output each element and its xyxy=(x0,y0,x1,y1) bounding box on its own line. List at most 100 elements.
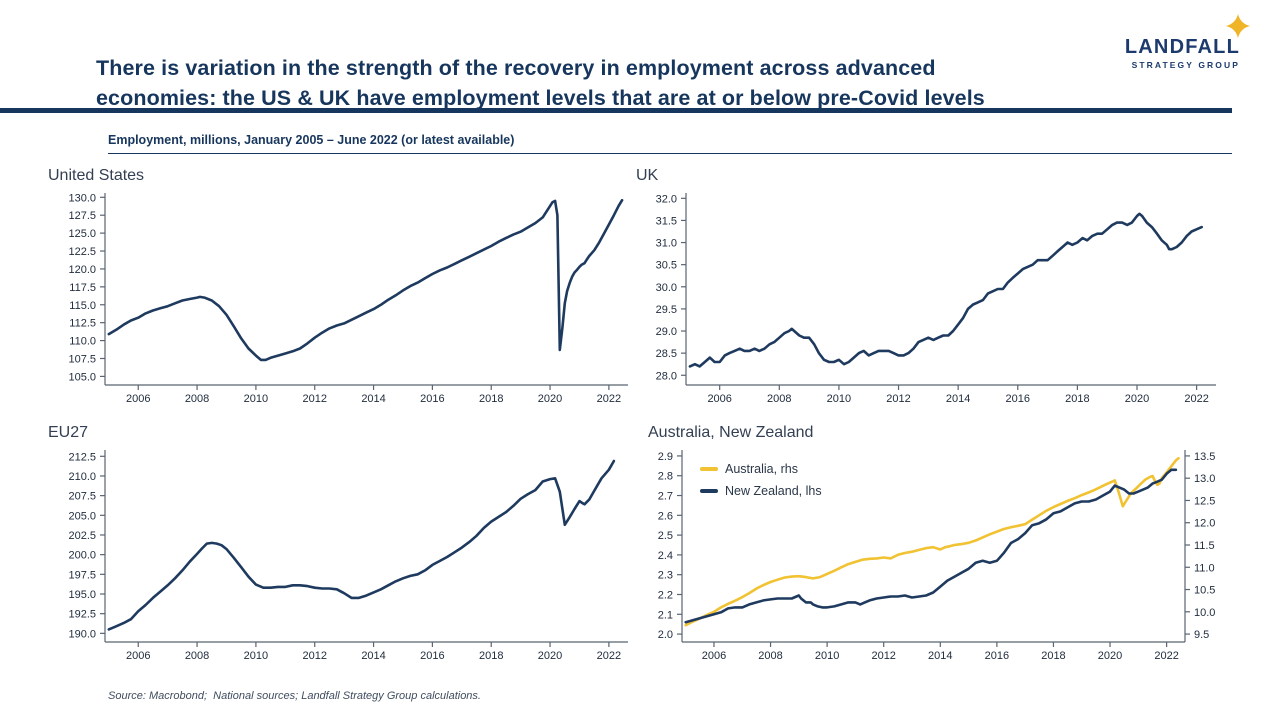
svg-text:2008: 2008 xyxy=(185,650,209,662)
svg-text:2014: 2014 xyxy=(361,650,385,662)
svg-text:2.8: 2.8 xyxy=(658,471,673,483)
svg-text:2022: 2022 xyxy=(597,393,621,405)
svg-text:28.0: 28.0 xyxy=(656,370,677,382)
svg-text:207.5: 207.5 xyxy=(68,491,96,503)
svg-text:2010: 2010 xyxy=(815,650,839,662)
svg-text:2008: 2008 xyxy=(185,393,209,405)
legend-item-australia: Australia, rhs xyxy=(700,458,822,480)
svg-text:12.0: 12.0 xyxy=(1194,518,1215,530)
chart-legend: Australia, rhs New Zealand, lhs xyxy=(700,458,822,502)
svg-text:2010: 2010 xyxy=(827,393,851,405)
svg-text:130.0: 130.0 xyxy=(68,192,96,204)
landfall-logo: LANDFALL STRATEGY GROUP xyxy=(1125,14,1250,70)
svg-text:2020: 2020 xyxy=(1098,650,1122,662)
svg-text:2.0: 2.0 xyxy=(658,629,673,641)
svg-text:28.5: 28.5 xyxy=(656,348,677,360)
svg-text:2016: 2016 xyxy=(420,650,444,662)
svg-text:2.3: 2.3 xyxy=(658,570,673,582)
svg-text:2008: 2008 xyxy=(767,393,791,405)
svg-text:2018: 2018 xyxy=(1065,393,1089,405)
svg-text:11.5: 11.5 xyxy=(1194,540,1215,552)
svg-text:2.9: 2.9 xyxy=(658,451,673,463)
svg-text:2020: 2020 xyxy=(1125,393,1149,405)
chart-uk: UK 28.0 28.5 29.0 29.5 30.0 30.5 31.0 31.5 32.0 2… xyxy=(634,167,1226,415)
svg-text:2016: 2016 xyxy=(1006,393,1030,405)
svg-text:2020: 2020 xyxy=(538,393,562,405)
page-title-line1: There is variation in the strength of th… xyxy=(96,56,936,81)
svg-text:195.0: 195.0 xyxy=(68,589,96,601)
svg-text:2022: 2022 xyxy=(1154,650,1178,662)
svg-text:2016: 2016 xyxy=(420,393,444,405)
svg-text:2022: 2022 xyxy=(1184,393,1208,405)
source-note: Source: Macrobond; National sources; Lan… xyxy=(108,690,481,702)
sparkle-star-icon xyxy=(1226,14,1250,38)
svg-text:122.5: 122.5 xyxy=(68,246,96,258)
svg-text:13.0: 13.0 xyxy=(1194,473,1215,485)
svg-text:2006: 2006 xyxy=(126,393,150,405)
svg-text:107.5: 107.5 xyxy=(68,353,96,365)
svg-text:2012: 2012 xyxy=(302,650,326,662)
legend-label-australia: Australia, rhs xyxy=(725,462,798,476)
svg-text:29.0: 29.0 xyxy=(656,326,677,338)
svg-text:2022: 2022 xyxy=(597,650,621,662)
svg-text:30.0: 30.0 xyxy=(656,282,677,294)
svg-text:2.7: 2.7 xyxy=(658,491,673,503)
svg-text:200.0: 200.0 xyxy=(68,550,96,562)
svg-text:2018: 2018 xyxy=(479,650,503,662)
svg-text:2012: 2012 xyxy=(886,393,910,405)
svg-text:2.1: 2.1 xyxy=(658,609,673,621)
svg-text:2018: 2018 xyxy=(1041,650,1065,662)
svg-text:115.0: 115.0 xyxy=(69,300,96,312)
svg-text:2.5: 2.5 xyxy=(658,530,673,542)
svg-text:2006: 2006 xyxy=(707,393,731,405)
legend-item-new-zealand: New Zealand, lhs xyxy=(700,480,822,502)
chart-united-states: United States 105.0 107.5 110.0 112.5 115.0 1… xyxy=(46,167,634,415)
chart-eu27: EU27 190.0 192.5 195.0 197.5 200.0 202.5 205.0… xyxy=(46,424,634,674)
australia-line-swatch xyxy=(700,467,718,471)
svg-text:2010: 2010 xyxy=(244,650,268,662)
subtitle-divider xyxy=(108,153,1232,154)
logo-tagline: STRATEGY GROUP xyxy=(1131,60,1240,70)
svg-text:127.5: 127.5 xyxy=(68,210,96,222)
svg-text:120.0: 120.0 xyxy=(68,264,96,276)
svg-text:2014: 2014 xyxy=(946,393,970,405)
svg-text:202.5: 202.5 xyxy=(68,530,96,542)
svg-text:210.0: 210.0 xyxy=(68,471,96,483)
svg-text:117.5: 117.5 xyxy=(69,282,96,294)
svg-text:2006: 2006 xyxy=(126,650,150,662)
svg-text:31.5: 31.5 xyxy=(656,215,677,227)
svg-text:2020: 2020 xyxy=(538,650,562,662)
svg-text:2006: 2006 xyxy=(702,650,726,662)
svg-text:11.0: 11.0 xyxy=(1194,562,1215,574)
svg-text:112.5: 112.5 xyxy=(69,318,96,330)
svg-text:2012: 2012 xyxy=(302,393,326,405)
eu27-line-chart: 190.0 192.5 195.0 197.5 200.0 202.5 205.0 207.5… xyxy=(68,450,628,662)
chart-subtitle: Employment, millions, January 2005 – Jun… xyxy=(108,133,515,147)
svg-text:2016: 2016 xyxy=(985,650,1009,662)
legend-label-new-zealand: New Zealand, lhs xyxy=(725,484,822,498)
svg-text:29.5: 29.5 xyxy=(656,304,677,316)
chart-title-australia-new-zealand: Australia, New Zealand xyxy=(648,424,814,441)
chart-australia-new-zealand: Australia, New Zealand 2.0 2.1 2.2 2.3 2.4 2.… xyxy=(634,424,1226,674)
svg-text:30.5: 30.5 xyxy=(656,260,677,272)
svg-text:10.5: 10.5 xyxy=(1194,585,1215,597)
page-title: There is variation in the strength of th… xyxy=(96,54,1126,113)
uk-line-chart: 28.0 28.5 29.0 29.5 30.0 30.5 31.0 31.5 32.0 2006… xyxy=(656,193,1216,405)
svg-text:2.4: 2.4 xyxy=(658,550,673,562)
svg-text:12.5: 12.5 xyxy=(1194,495,1215,507)
svg-text:2010: 2010 xyxy=(244,393,268,405)
chart-title-eu27: EU27 xyxy=(48,424,89,441)
svg-text:197.5: 197.5 xyxy=(68,569,96,581)
chart-title-uk: UK xyxy=(636,167,659,184)
svg-text:125.0: 125.0 xyxy=(68,228,96,240)
svg-text:205.0: 205.0 xyxy=(68,510,96,522)
australia-new-zealand-line-chart: 2.0 2.1 2.2 2.3 2.4 2.5 2.6 2.7 2.8 2.9 9.5 10.0 10.… xyxy=(658,450,1215,662)
svg-text:212.5: 212.5 xyxy=(68,451,96,463)
svg-text:105.0: 105.0 xyxy=(68,371,96,383)
new-zealand-line-swatch xyxy=(700,489,718,493)
svg-text:192.5: 192.5 xyxy=(68,609,96,621)
svg-text:110.0: 110.0 xyxy=(69,336,96,348)
svg-text:9.5: 9.5 xyxy=(1194,629,1209,641)
chart-title-united-states: United States xyxy=(48,167,145,184)
